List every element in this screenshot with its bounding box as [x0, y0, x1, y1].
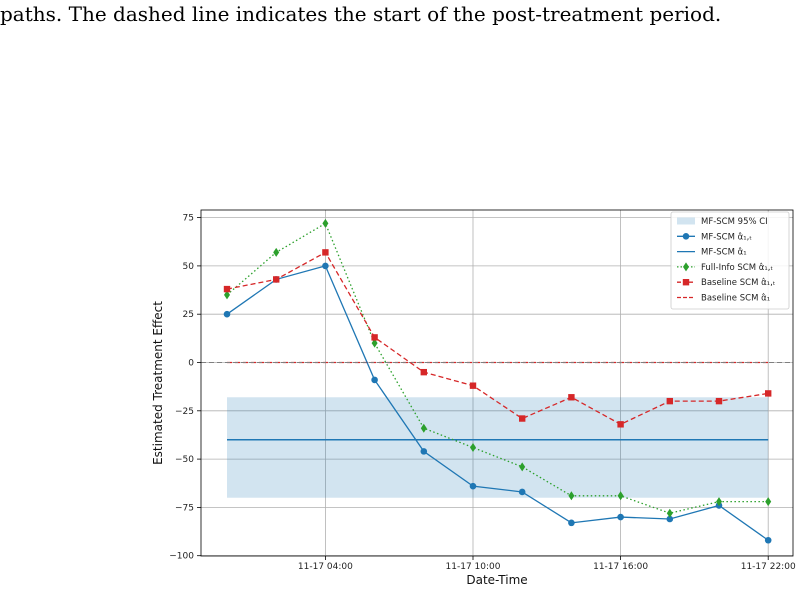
- mf_t-point: [322, 262, 329, 270]
- legend-marker: [683, 262, 689, 272]
- base_t-point: [519, 415, 526, 422]
- full_t-point: [568, 491, 575, 501]
- base_t-point: [469, 382, 477, 389]
- x-tick-label: 11-17 04:00: [298, 562, 353, 572]
- full_t-point: [273, 247, 280, 257]
- full-info-series-line: [226, 222, 769, 514]
- base_t-point: [765, 390, 772, 397]
- mf_t-point: [469, 482, 477, 490]
- y-tick-label: 25: [183, 310, 194, 320]
- legend-marker: [682, 233, 690, 240]
- base_t-point: [420, 368, 427, 376]
- ci-band-layer: [227, 397, 769, 498]
- legend-label: MF-SCM 95% CI: [701, 217, 768, 227]
- figure-caption: paths. The dashed line indicates the sta…: [0, 2, 722, 26]
- y-tick-label: 75: [183, 214, 194, 224]
- full_t-point: [765, 497, 772, 507]
- y-tick-label: −100: [169, 552, 194, 562]
- y-tick-label: −75: [175, 503, 194, 513]
- x-axis-label: Date-Time: [466, 573, 527, 587]
- mf_t-point: [518, 488, 526, 496]
- x-tick-label: 11-17 16:00: [593, 562, 648, 572]
- legend-marker: [682, 279, 690, 286]
- mf_t-point: [617, 513, 624, 521]
- axes: 75 50 25 0 −25 −50 −75 −100 11-17 04:00 11-17 10:…: [169, 214, 796, 572]
- full_t-point: [322, 218, 329, 228]
- mf_t-point: [371, 376, 378, 384]
- plot-frame: [200, 209, 794, 557]
- mf_t-point: [420, 448, 428, 455]
- mf_t-point: [666, 515, 674, 523]
- base_t-point: [322, 249, 329, 256]
- full_t-point: [420, 423, 427, 433]
- y-axis-label: Estimated Treatment Effect: [151, 301, 165, 465]
- legend: MF-SCM 95% CI MF-SCM α̂₁,ₜ MF-SCM α̂₁ Full-…: [670, 211, 790, 310]
- mf-scm-series-line: [226, 265, 769, 541]
- y-tick-label: 0: [188, 359, 194, 369]
- legend-label: Full-Info SCM α̂₁,ₜ: [701, 262, 773, 273]
- full_t-point: [371, 338, 378, 348]
- x-tick-label: 11-17 10:00: [446, 562, 501, 572]
- legend-box: [670, 211, 790, 310]
- full_t-point: [716, 497, 722, 507]
- y-tick-label: −50: [175, 455, 194, 465]
- base_t-point: [223, 285, 231, 293]
- legend-label: MF-SCM α̂₁: [701, 247, 747, 258]
- y-tick-label: 50: [183, 262, 195, 272]
- legend-label: Baseline SCM α̂₁: [701, 293, 770, 304]
- mf_t-point: [764, 536, 772, 544]
- legend-label: Baseline SCM α̂₁,ₜ: [701, 277, 775, 288]
- full_t-point: [224, 290, 230, 300]
- x-tick-label: 11-17 22:00: [741, 562, 796, 572]
- legend-label: MF-SCM α̂₁,ₜ: [701, 231, 752, 242]
- mf_t-point: [223, 310, 231, 318]
- mf_t-point: [568, 519, 575, 527]
- full_t-point: [470, 443, 476, 453]
- base_t-point: [273, 276, 280, 283]
- full_t-point: [617, 491, 624, 501]
- base_t-point: [617, 421, 624, 428]
- base_t-point: [715, 397, 723, 405]
- base_t-point: [666, 397, 673, 405]
- legend-swatch: [677, 217, 695, 225]
- y-tick-label: −25: [175, 407, 194, 417]
- reference-lines: [201, 361, 793, 441]
- base_t-point: [371, 334, 378, 341]
- series-layer: [223, 218, 772, 544]
- baseline-series-line: [226, 251, 769, 426]
- full_t-point: [519, 462, 526, 472]
- full_t-point: [666, 508, 673, 518]
- base_t-point: [568, 394, 575, 401]
- ci-band: [227, 397, 769, 498]
